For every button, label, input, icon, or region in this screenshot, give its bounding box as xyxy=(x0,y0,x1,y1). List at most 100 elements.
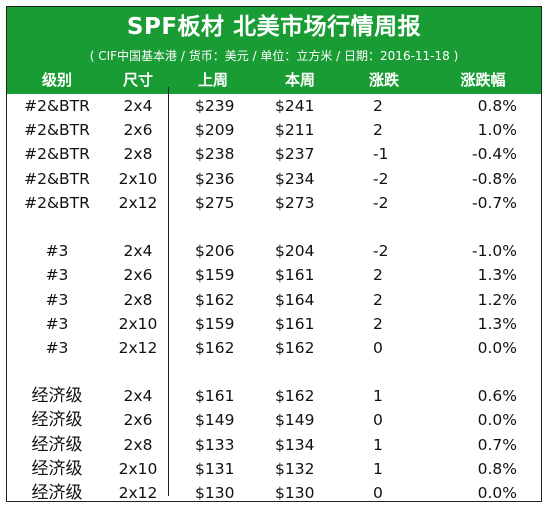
cell-this-week: $241 xyxy=(275,97,315,115)
cell-this-week: $161 xyxy=(275,314,315,333)
cell-grade: 经济级 xyxy=(31,483,83,502)
table-row: #2&BTR 2x10 $236 $234 -2 -0.8% xyxy=(7,167,541,191)
column-divider xyxy=(168,87,169,496)
cell-size: 2x12 xyxy=(118,193,158,212)
column-header-size: 尺寸 xyxy=(122,71,153,89)
cell-change: 2 xyxy=(373,266,383,285)
cell-change: 2 xyxy=(373,121,383,140)
cell-grade: #3 xyxy=(45,314,69,333)
cell-change-pct: 0.0% xyxy=(477,411,517,430)
price-table-body: #2&BTR 2x4 $239 $241 2 0.8% #2&BTR 2x6 $209 $211 2… xyxy=(7,94,541,502)
cell-change: 0 xyxy=(373,411,383,430)
cell-last-week: $149 xyxy=(195,411,235,430)
cell-grade: #3 xyxy=(45,338,69,357)
cell-grade: #2&BTR xyxy=(24,193,90,212)
cell-size: 2x4 xyxy=(123,242,153,261)
cell-change: -2 xyxy=(373,193,389,212)
cell-change-pct: -0.8% xyxy=(472,169,517,188)
cell-change: 2 xyxy=(373,290,383,309)
table-row: #3 2x6 $159 $161 2 1.3% xyxy=(7,263,541,287)
cell-change: -2 xyxy=(373,242,389,261)
cell-change: -1 xyxy=(373,145,389,164)
cell-change-pct: 0.0% xyxy=(477,484,517,502)
cell-this-week: $273 xyxy=(275,193,315,212)
cell-this-week: $132 xyxy=(275,459,315,478)
cell-change-pct: 1.2% xyxy=(477,290,517,309)
cell-change: 1 xyxy=(373,459,383,478)
cell-this-week: $211 xyxy=(275,121,315,140)
cell-change-pct: 0.7% xyxy=(477,435,517,454)
column-header-last-week: 上周 xyxy=(197,71,228,89)
cell-size: 2x12 xyxy=(118,338,158,357)
cell-change-pct: 0.0% xyxy=(477,338,517,357)
cell-this-week: $237 xyxy=(275,145,315,164)
cell-size: 2x6 xyxy=(123,121,153,140)
price-report: SPF板材 北美市场行情周报 ( CIF中国基本港 / 货币：美元 / 单位：立… xyxy=(6,6,542,502)
cell-last-week: $238 xyxy=(195,145,235,164)
cell-last-week: $206 xyxy=(195,242,235,261)
column-header-change: 涨跌 xyxy=(368,71,399,89)
column-header-grade: 级别 xyxy=(41,71,72,89)
report-subtitle: ( CIF中国基本港 / 货币：美元 / 单位：立方米 / 日期：2016-11… xyxy=(89,49,459,63)
column-header-this-week: 本周 xyxy=(284,71,315,89)
group-spacer xyxy=(7,360,541,384)
cell-change-pct: -0.4% xyxy=(472,145,517,164)
table-row: 经济级 2x8 $133 $134 1 0.7% xyxy=(7,433,541,457)
table-row: 经济级 2x4 $161 $162 1 0.6% xyxy=(7,384,541,408)
cell-change-pct: -0.7% xyxy=(472,193,517,212)
cell-last-week: $130 xyxy=(195,484,235,502)
cell-size: 2x8 xyxy=(123,290,153,309)
cell-grade: 经济级 xyxy=(31,410,83,431)
cell-grade: #2&BTR xyxy=(24,97,90,115)
cell-last-week: $131 xyxy=(195,459,235,478)
table-row: 经济级 2x12 $130 $130 0 0.0% xyxy=(7,481,541,502)
cell-last-week: $159 xyxy=(195,266,235,285)
table-row: #3 2x8 $162 $164 2 1.2% xyxy=(7,288,541,312)
cell-size: 2x6 xyxy=(123,411,153,430)
cell-size: 2x8 xyxy=(123,145,153,164)
table-row: 经济级 2x6 $149 $149 0 0.0% xyxy=(7,408,541,432)
table-row: #2&BTR 2x6 $209 $211 2 1.0% xyxy=(7,118,541,142)
cell-change: 1 xyxy=(373,435,383,454)
cell-change-pct: 0.8% xyxy=(477,459,517,478)
table-row: 经济级 2x10 $131 $132 1 0.8% xyxy=(7,457,541,481)
cell-last-week: $161 xyxy=(195,387,235,406)
table-row: #3 2x4 $206 $204 -2 -1.0% xyxy=(7,239,541,263)
cell-change-pct: 1.0% xyxy=(477,121,517,140)
table-row: #3 2x10 $159 $161 2 1.3% xyxy=(7,312,541,336)
cell-size: 2x4 xyxy=(123,97,153,115)
cell-last-week: $162 xyxy=(195,290,235,309)
cell-grade: #3 xyxy=(45,266,69,285)
report-header: SPF板材 北美市场行情周报 ( CIF中国基本港 / 货币：美元 / 单位：立… xyxy=(7,7,541,94)
cell-change: 0 xyxy=(373,484,383,502)
cell-change: 2 xyxy=(373,97,383,115)
cell-grade: 经济级 xyxy=(31,386,83,407)
cell-change-pct: 1.3% xyxy=(477,314,517,333)
cell-this-week: $161 xyxy=(275,266,315,285)
cell-grade: 经济级 xyxy=(31,434,83,455)
column-header-change-pct: 涨跌幅 xyxy=(460,71,506,89)
cell-change-pct: 0.8% xyxy=(477,97,517,115)
cell-this-week: $162 xyxy=(275,387,315,406)
cell-change: 2 xyxy=(373,314,383,333)
cell-size: 2x10 xyxy=(118,314,158,333)
cell-grade: #3 xyxy=(45,290,69,309)
cell-this-week: $234 xyxy=(275,169,315,188)
cell-size: 2x12 xyxy=(118,484,158,502)
cell-size: 2x6 xyxy=(123,266,153,285)
cell-grade: #3 xyxy=(45,242,69,261)
report-title: SPF板材 北美市场行情周报 xyxy=(126,14,422,40)
table-row: #2&BTR 2x12 $275 $273 -2 -0.7% xyxy=(7,191,541,215)
column-header-row: 级别 尺寸 上周 本周 涨跌 涨跌幅 xyxy=(7,67,541,94)
cell-grade: 经济级 xyxy=(31,458,83,479)
cell-change-pct: 0.6% xyxy=(477,387,517,406)
table-row: #3 2x12 $162 $162 0 0.0% xyxy=(7,336,541,360)
cell-this-week: $162 xyxy=(275,338,315,357)
cell-change: -2 xyxy=(373,169,389,188)
cell-change: 1 xyxy=(373,387,383,406)
cell-change: 0 xyxy=(373,338,383,357)
cell-grade: #2&BTR xyxy=(24,169,90,188)
group-spacer xyxy=(7,215,541,239)
cell-last-week: $133 xyxy=(195,435,235,454)
cell-size: 2x10 xyxy=(118,169,158,188)
